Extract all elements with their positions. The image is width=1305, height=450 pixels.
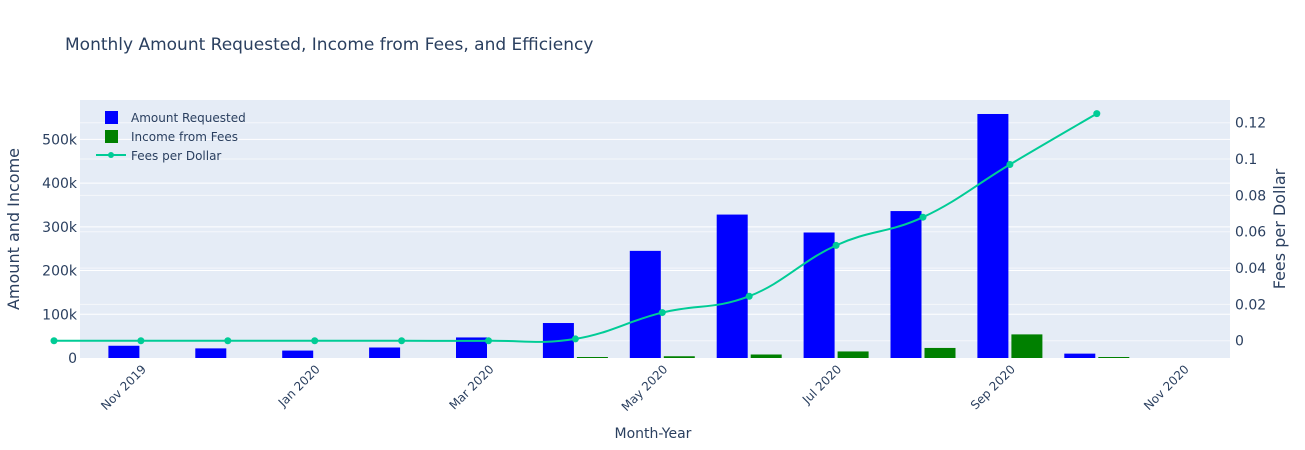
point-fees-per-dollar-2020-09 <box>1006 161 1014 168</box>
y-tick-label-0: 0 <box>68 351 77 367</box>
y2-tick-label-1: 0.02 <box>1235 297 1266 313</box>
x-tick-label-5: Sep 2020 <box>968 362 1018 412</box>
bar-income-from-fees-2020-10 <box>1098 357 1130 358</box>
point-fees-per-dollar-2020-01 <box>311 337 319 345</box>
y2-tick-label-3: 0.06 <box>1235 225 1266 241</box>
y-tick-label-5: 500k <box>42 132 78 148</box>
x-axis-title: Month-Year <box>615 426 692 442</box>
bar-amount-requested-2020-09 <box>977 113 1009 358</box>
y2-axis-ticks: 0 0.02 0.04 0.06 0.08 0.1 0.12 <box>1235 116 1266 350</box>
bar-amount-requested-2020-05 <box>629 250 661 358</box>
point-fees-per-dollar-2020-08 <box>919 213 927 221</box>
legend-item-fees-per-dollar[interactable]: Fees per Dollar <box>96 149 221 163</box>
legend[interactable]: Amount Requested Income from Fees Fees p… <box>96 111 246 163</box>
bar-amount-requested-2020-02 <box>369 347 401 358</box>
bar-amount-requested-2020-07 <box>803 232 835 358</box>
y-axis-title: Amount and Income <box>4 148 23 310</box>
x-tick-label-6: Nov 2020 <box>1141 362 1192 413</box>
bar-amount-requested-2019-12 <box>195 348 227 358</box>
bar-amount-requested-2020-01 <box>282 350 314 358</box>
bar-income-from-fees-2020-06 <box>750 354 782 358</box>
point-fees-per-dollar-2020-05 <box>658 309 666 317</box>
legend-swatch-income-from-fees <box>105 130 118 143</box>
bar-amount-requested-2020-08 <box>890 211 922 358</box>
y-tick-label-4: 400k <box>42 176 78 192</box>
point-fees-per-dollar-2019-10 <box>50 337 58 345</box>
bar-amount-requested-2019-11 <box>108 345 140 358</box>
y2-tick-label-0: 0 <box>1235 334 1244 350</box>
bars <box>108 113 1130 358</box>
point-fees-per-dollar-2019-12 <box>224 337 232 345</box>
bar-amount-requested-2020-06 <box>716 214 748 358</box>
x-tick-label-1: Jan 2020 <box>275 362 323 410</box>
point-fees-per-dollar-2020-03 <box>485 337 492 345</box>
y2-tick-label-5: 0.1 <box>1235 152 1257 168</box>
point-fees-per-dollar-2020-04 <box>571 335 579 343</box>
y2-tick-label-6: 0.12 <box>1235 116 1266 132</box>
y2-tick-label-2: 0.04 <box>1235 261 1266 277</box>
legend-label-amount-requested: Amount Requested <box>131 111 246 125</box>
x-tick-label-2: Mar 2020 <box>446 362 496 412</box>
legend-item-income-from-fees[interactable]: Income from Fees <box>105 130 238 144</box>
chart-title: Monthly Amount Requested, Income from Fe… <box>65 35 593 55</box>
y-axis-ticks: 0 100k 200k 300k 400k 500k <box>42 132 78 367</box>
legend-label-income-from-fees: Income from Fees <box>131 130 238 144</box>
bar-amount-requested-2020-10 <box>1064 353 1096 358</box>
bar-amount-requested-2020-03 <box>456 337 487 358</box>
point-fees-per-dollar-2020-02 <box>398 337 406 345</box>
x-tick-label-0: Nov 2019 <box>98 362 149 413</box>
point-fees-per-dollar-2020-10 <box>1093 110 1101 118</box>
y-tick-label-2: 200k <box>42 264 78 280</box>
legend-marker-fees-per-dollar <box>108 152 114 158</box>
x-axis-ticks: Nov 2019 Jan 2020 Mar 2020 May 2020 Jul 2020… <box>98 362 1192 414</box>
y-tick-label-1: 100k <box>42 307 78 323</box>
y2-tick-label-4: 0.08 <box>1235 188 1266 204</box>
bar-income-from-fees-2020-09 <box>1011 334 1043 358</box>
line-series <box>50 110 1101 345</box>
y-tick-label-3: 300k <box>42 220 78 236</box>
legend-label-fees-per-dollar: Fees per Dollar <box>131 149 221 163</box>
bar-income-from-fees-2020-08 <box>924 347 956 358</box>
point-fees-per-dollar-2019-11 <box>137 337 145 345</box>
point-fees-per-dollar-2020-07 <box>832 241 840 249</box>
bar-income-from-fees-2020-07 <box>837 351 869 358</box>
x-tick-label-4: Jul 2020 <box>799 362 844 407</box>
bar-income-from-fees-2020-05 <box>663 356 695 358</box>
bar-income-from-fees-2020-04 <box>576 357 608 358</box>
x-tick-label-3: May 2020 <box>619 362 671 414</box>
point-fees-per-dollar-2020-06 <box>745 292 753 300</box>
legend-swatch-amount-requested <box>105 111 118 124</box>
y2-axis-title: Fees per Dollar <box>1270 168 1289 289</box>
legend-item-amount-requested[interactable]: Amount Requested <box>105 111 246 125</box>
